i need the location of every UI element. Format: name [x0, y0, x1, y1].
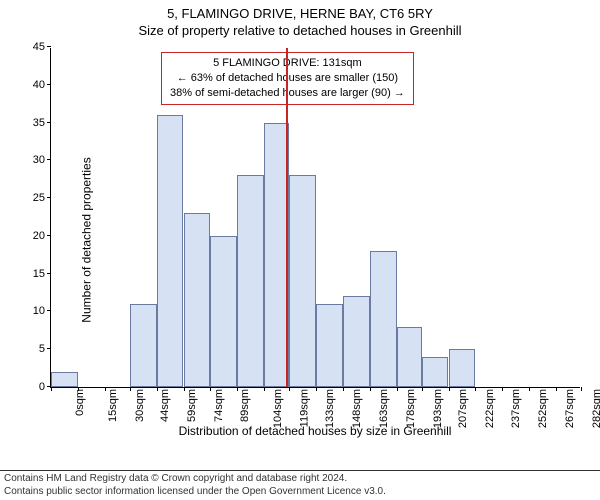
x-tick-mark — [105, 387, 106, 391]
x-tick-mark — [422, 387, 423, 391]
y-tick-label: 5 — [39, 343, 51, 355]
x-tick-label: 237sqm — [510, 389, 522, 428]
x-tick-label: 59sqm — [186, 389, 198, 422]
y-tick-mark — [47, 159, 51, 160]
x-tick-label: 252sqm — [537, 389, 549, 428]
histogram-bar — [184, 213, 211, 387]
y-tick-mark — [47, 46, 51, 47]
x-tick-label: 104sqm — [272, 389, 284, 428]
x-tick-mark — [581, 387, 582, 391]
histogram-bar — [51, 372, 78, 387]
x-tick-label: 267sqm — [564, 389, 576, 428]
histogram-chart: Number of detached properties 5 FLAMINGO… — [0, 40, 600, 440]
histogram-bar — [370, 251, 397, 387]
x-tick-label: 282sqm — [591, 389, 600, 428]
x-tick-mark — [78, 387, 79, 391]
x-tick-mark — [157, 387, 158, 391]
y-tick-label: 25 — [33, 192, 51, 204]
x-tick-label: 163sqm — [378, 389, 390, 428]
x-tick-label: 178sqm — [405, 389, 417, 428]
x-tick-mark — [237, 387, 238, 391]
marker-line — [286, 48, 288, 387]
x-tick-mark — [529, 387, 530, 391]
x-tick-label: 148sqm — [351, 389, 363, 428]
page-subtitle: Size of property relative to detached ho… — [0, 21, 600, 38]
x-tick-label: 193sqm — [432, 389, 444, 428]
x-tick-label: 133sqm — [324, 389, 336, 428]
y-tick-mark — [47, 235, 51, 236]
x-tick-label: 15sqm — [107, 389, 119, 422]
y-tick-mark — [47, 122, 51, 123]
y-tick-label: 35 — [33, 117, 51, 129]
attribution-footer: Contains HM Land Registry data © Crown c… — [0, 470, 600, 500]
x-tick-mark — [184, 387, 185, 391]
y-tick-mark — [47, 84, 51, 85]
x-tick-label: 44sqm — [159, 389, 171, 422]
x-tick-label: 207sqm — [457, 389, 469, 428]
y-tick-label: 15 — [33, 268, 51, 280]
x-tick-label: 30sqm — [134, 389, 146, 422]
x-tick-mark — [264, 387, 265, 391]
footer-line: Contains HM Land Registry data © Crown c… — [4, 473, 596, 486]
histogram-bar — [316, 304, 343, 387]
x-tick-mark — [210, 387, 211, 391]
y-tick-mark — [47, 348, 51, 349]
y-tick-mark — [47, 310, 51, 311]
plot-area: 5 FLAMINGO DRIVE: 131sqm ← 63% of detach… — [50, 48, 580, 388]
x-tick-mark — [316, 387, 317, 391]
x-tick-label: 119sqm — [298, 389, 310, 427]
histogram-bar — [130, 304, 157, 387]
histogram-bar — [449, 349, 476, 387]
x-tick-label: 222sqm — [484, 389, 496, 428]
y-tick-label: 0 — [39, 381, 51, 393]
x-tick-mark — [289, 387, 290, 391]
page-title: 5, FLAMINGO DRIVE, HERNE BAY, CT6 5RY — [0, 0, 600, 21]
x-tick-mark — [556, 387, 557, 391]
histogram-bar — [210, 236, 237, 387]
x-tick-mark — [449, 387, 450, 391]
x-axis-label: Distribution of detached houses by size … — [50, 424, 580, 438]
y-tick-mark — [47, 197, 51, 198]
x-tick-mark — [370, 387, 371, 391]
x-tick-label: 89sqm — [239, 389, 251, 422]
histogram-bar — [397, 327, 422, 387]
footer-line: Contains public sector information licen… — [4, 486, 596, 499]
x-tick-mark — [502, 387, 503, 391]
x-tick-mark — [343, 387, 344, 391]
y-tick-label: 10 — [33, 305, 51, 317]
x-tick-mark — [475, 387, 476, 391]
x-tick-label: 0sqm — [74, 389, 86, 416]
y-tick-label: 20 — [33, 230, 51, 242]
y-tick-mark — [47, 273, 51, 274]
histogram-bar — [157, 115, 184, 387]
histogram-bar — [343, 296, 370, 387]
histogram-bar — [422, 357, 449, 387]
y-tick-label: 30 — [33, 154, 51, 166]
histogram-bar — [237, 175, 264, 387]
x-tick-mark — [397, 387, 398, 391]
x-tick-mark — [130, 387, 131, 391]
y-tick-label: 40 — [33, 79, 51, 91]
histogram-bar — [289, 175, 316, 387]
x-tick-label: 74sqm — [213, 389, 225, 422]
y-tick-label: 45 — [33, 41, 51, 53]
x-tick-mark — [51, 387, 52, 391]
